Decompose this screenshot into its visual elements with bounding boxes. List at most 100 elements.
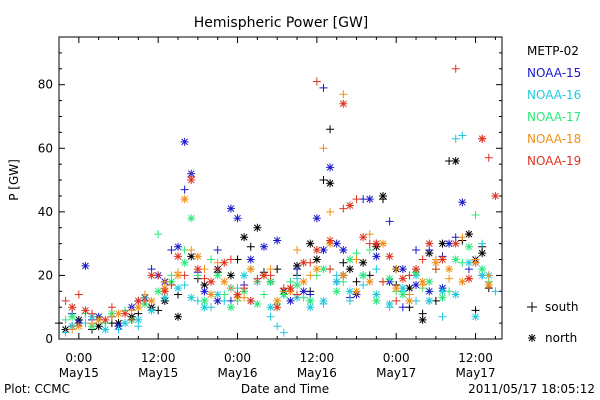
north-point-noaa-19	[259, 271, 268, 280]
north-point-noaa-15	[365, 195, 374, 204]
north-point-noaa-17	[266, 277, 275, 286]
north-point-metp-02	[306, 239, 315, 248]
north-point-noaa-19	[326, 236, 335, 245]
north-point-noaa-17	[306, 296, 315, 305]
north-point-noaa-16	[187, 293, 196, 302]
north-point-noaa-15	[259, 242, 268, 251]
north-point-noaa-16	[372, 290, 381, 299]
north-point-noaa-19	[246, 296, 255, 305]
north-point-noaa-15	[398, 265, 407, 274]
x-tick-label-time: 12:00	[300, 351, 335, 365]
marker-legend: south north	[527, 300, 579, 345]
north-point-noaa-16	[464, 258, 473, 267]
north-point-noaa-17	[438, 293, 447, 302]
x-tick-label-date: May16	[297, 366, 337, 380]
north-point-noaa-19	[193, 265, 202, 274]
north-point-noaa-19	[425, 239, 434, 248]
south-marker-legend: south	[527, 300, 579, 314]
south-point-noaa-15	[398, 303, 407, 312]
south-point-noaa-19	[392, 296, 401, 305]
north-point-noaa-15	[246, 255, 255, 264]
legend-item-noaa-18: NOAA-18	[527, 132, 581, 146]
legend-item-noaa-17: NOAA-17	[527, 110, 581, 124]
north-point-noaa-15	[412, 280, 421, 289]
south-point-noaa-18	[392, 265, 401, 274]
south-point-noaa-18	[339, 90, 348, 99]
north-point-noaa-18	[74, 322, 83, 331]
south-point-noaa-18	[326, 207, 335, 216]
north-point-metp-02	[174, 312, 183, 321]
north-point-noaa-15	[299, 287, 308, 296]
south-point-noaa-16	[266, 312, 275, 321]
north-point-noaa-19	[299, 258, 308, 267]
south-point-noaa-16	[273, 322, 282, 331]
north-point-noaa-19	[412, 265, 421, 274]
south-point-noaa-16	[180, 280, 189, 289]
south-point-noaa-19	[61, 296, 70, 305]
south-point-noaa-18	[293, 245, 302, 254]
north-point-noaa-18	[431, 258, 440, 267]
north-point-noaa-17	[293, 280, 302, 289]
y-tick-label: 20	[38, 268, 53, 282]
north-point-noaa-16	[471, 312, 480, 321]
north-point-metp-02	[226, 271, 235, 280]
legend-item-noaa-15: NOAA-15	[527, 66, 581, 80]
north-point-noaa-19	[134, 296, 143, 305]
north-point-noaa-16	[134, 315, 143, 324]
south-point-noaa-19	[405, 271, 414, 280]
north-point-noaa-18	[134, 303, 143, 312]
south-point-noaa-19	[127, 315, 136, 324]
legend-item-noaa-19: NOAA-19	[527, 154, 581, 168]
south-point-noaa-19	[326, 265, 335, 274]
north-point-noaa-16	[398, 284, 407, 293]
north-point-noaa-16	[478, 271, 487, 280]
north-point-noaa-19	[174, 252, 183, 261]
north-point-noaa-18	[484, 280, 493, 289]
north-point-noaa-17	[451, 255, 460, 264]
north-point-noaa-17	[154, 287, 163, 296]
north-point-noaa-15	[213, 296, 222, 305]
north-point-noaa-18	[299, 277, 308, 286]
north-point-metp-02	[464, 230, 473, 239]
south-point-noaa-16	[438, 312, 447, 321]
north-point-noaa-19	[207, 277, 216, 286]
north-point-noaa-16	[306, 303, 315, 312]
south-point-noaa-17	[220, 290, 229, 299]
north-point-noaa-17	[180, 258, 189, 267]
south-point-noaa-16	[359, 280, 368, 289]
north-marker-label: north	[545, 331, 577, 345]
north-point-noaa-17	[332, 287, 341, 296]
series-noaa-15	[68, 83, 487, 331]
north-point-noaa-19	[491, 191, 500, 200]
north-point-noaa-18	[180, 195, 189, 204]
south-point-noaa-18	[226, 284, 235, 293]
x-tick-label-date: May17	[376, 366, 416, 380]
south-point-noaa-15	[412, 245, 421, 254]
north-point-noaa-15	[339, 245, 348, 254]
x-tick-label-date: May15	[59, 366, 99, 380]
south-point-metp-02	[55, 319, 63, 328]
north-point-noaa-18	[445, 265, 454, 274]
north-point-noaa-16	[345, 287, 354, 296]
north-point-noaa-19	[385, 252, 394, 261]
north-point-noaa-15	[174, 242, 183, 251]
axes: 0204060800:00May1512:00May150:00May1612:…	[38, 37, 502, 380]
north-point-noaa-18	[418, 277, 427, 286]
north-point-noaa-17	[187, 214, 196, 223]
south-point-noaa-16	[61, 328, 70, 337]
south-point-noaa-19	[88, 309, 97, 318]
north-point-noaa-18	[365, 277, 374, 286]
north-point-noaa-17	[398, 290, 407, 299]
south-point-metp-02	[246, 242, 255, 251]
north-point-metp-02	[438, 239, 447, 248]
north-point-noaa-19	[273, 303, 282, 312]
north-point-noaa-16	[266, 303, 275, 312]
north-point-noaa-19	[398, 274, 407, 283]
footer-credit: Plot: CCMC	[4, 382, 70, 396]
north-point-noaa-18	[458, 277, 467, 286]
south-point-noaa-17	[154, 230, 163, 239]
north-point-noaa-19	[220, 258, 229, 267]
south-point-noaa-15	[180, 185, 189, 194]
north-point-noaa-15	[445, 239, 454, 248]
north-point-metp-02	[187, 252, 196, 261]
